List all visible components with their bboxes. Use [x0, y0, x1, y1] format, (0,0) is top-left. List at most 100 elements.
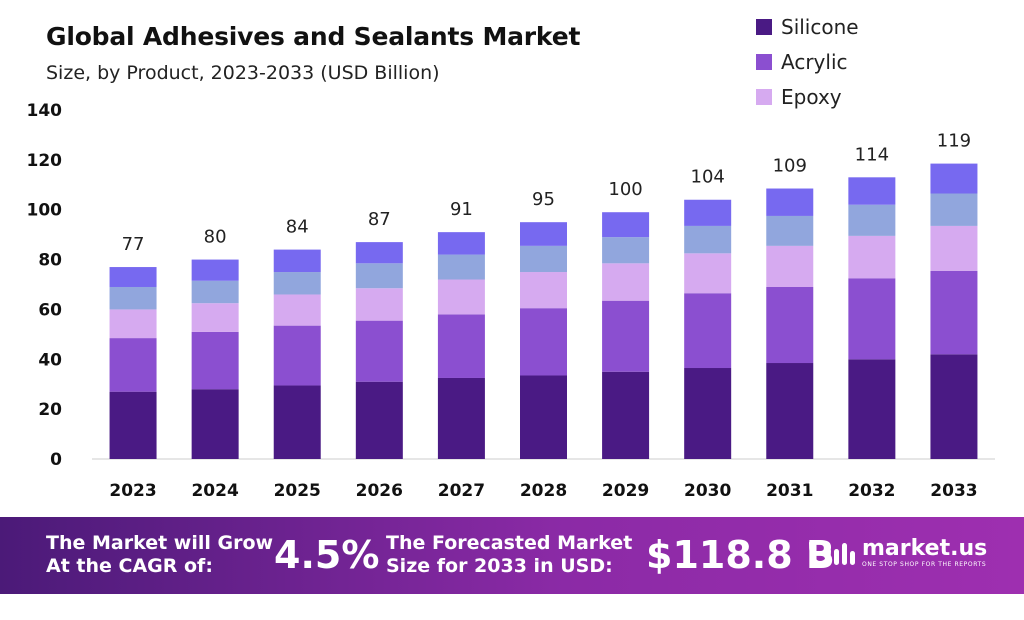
bar-total-label: 95 — [532, 189, 555, 210]
x-tick-label: 2025 — [274, 481, 321, 501]
y-tick-label: 140 — [27, 101, 63, 121]
summary-banner: The Market will Grow At the CAGR of: 4.5… — [0, 517, 1024, 594]
bar-segment-series-4-2033 — [930, 193, 978, 226]
bar-segment-series-4-2023 — [109, 286, 157, 310]
legend-label-epoxy: Epoxy — [781, 84, 842, 109]
bar-total-label: 100 — [608, 179, 642, 200]
bar-segment-epoxy-2033 — [930, 225, 978, 271]
legend-item-silicone: Silicone — [756, 9, 859, 44]
bar-segment-series-5-2029 — [602, 212, 650, 238]
forecast-caption-line1: The Forecasted Market — [386, 532, 633, 554]
bar-segment-acrylic-2030 — [684, 293, 732, 369]
bar-segment-series-4-2030 — [684, 225, 732, 254]
forecast-caption: The Forecasted Market Size for 2033 in U… — [386, 532, 632, 578]
y-tick-label: 80 — [38, 251, 62, 271]
bar-total-label: 119 — [937, 131, 971, 152]
bar-segment-series-4-2027 — [437, 254, 485, 280]
bar-segment-acrylic-2032 — [848, 278, 896, 360]
x-tick-label: 2027 — [438, 481, 485, 501]
bar-segment-acrylic-2029 — [602, 300, 650, 372]
bar-segment-epoxy-2024 — [191, 303, 239, 332]
bar-segment-series-4-2031 — [766, 215, 814, 246]
y-tick-label: 0 — [50, 450, 62, 470]
x-tick-label: 2024 — [191, 481, 238, 501]
bar-segment-silicone-2026 — [355, 381, 403, 459]
brand-name: market.us — [862, 536, 988, 561]
bar-segment-acrylic-2026 — [355, 320, 403, 382]
bar-segment-series-4-2025 — [273, 272, 321, 295]
legend-item-epoxy: Epoxy — [756, 79, 859, 114]
forecast-caption-line2: Size for 2033 in USD: — [386, 555, 613, 577]
bar-segment-epoxy-2028 — [520, 272, 567, 309]
bar-segment-silicone-2033 — [930, 354, 978, 459]
bar-segment-silicone-2025 — [273, 385, 321, 459]
legend-label-silicone: Silicone — [781, 14, 859, 39]
cagr-caption-line1: The Market will Grow — [46, 532, 274, 554]
bar-segment-series-4-2032 — [848, 204, 896, 236]
bar-total-label: 109 — [773, 156, 807, 177]
x-tick-label: 2028 — [520, 481, 567, 501]
stacked-bar-chart: 0 20 40 60 80 100 120 140 77 2023 80 2024 84 2025 87 20… — [27, 101, 995, 501]
x-tick-label: 2023 — [109, 481, 156, 501]
bar-segment-epoxy-2030 — [684, 253, 732, 294]
x-tick-label: 2031 — [766, 481, 813, 501]
legend: Silicone Acrylic Epoxy — [756, 9, 859, 114]
y-tick-label: 100 — [27, 201, 63, 221]
legend-swatch-epoxy — [756, 88, 772, 105]
bar-total-label: 84 — [286, 217, 309, 238]
chart-title: Global Adhesives and Sealants Market — [46, 22, 581, 51]
x-tick-label: 2033 — [930, 481, 977, 501]
cagr-caption: The Market will Grow At the CAGR of: — [46, 532, 273, 578]
legend-swatch-silicone — [756, 18, 772, 35]
bar-segment-acrylic-2028 — [520, 308, 567, 376]
bar-segment-series-5-2025 — [273, 249, 321, 273]
bar-segment-series-4-2029 — [602, 237, 650, 264]
x-tick-label: 2030 — [684, 481, 731, 501]
bar-segment-series-5-2027 — [437, 232, 485, 255]
bar-total-label: 77 — [122, 234, 145, 255]
chart-subtitle: Size, by Product, 2023-2033 (USD Billion… — [46, 62, 440, 84]
bar-segment-series-4-2028 — [520, 245, 567, 273]
y-tick-label: 40 — [38, 350, 62, 370]
y-tick-label: 20 — [38, 400, 62, 420]
bar-segment-epoxy-2026 — [355, 288, 403, 321]
bar-segment-silicone-2023 — [109, 391, 157, 459]
bar-segment-series-5-2030 — [684, 199, 732, 226]
bar-segment-series-5-2031 — [766, 188, 814, 216]
bar-segment-epoxy-2029 — [602, 263, 650, 301]
bar-segment-epoxy-2032 — [848, 235, 896, 279]
bar-segment-epoxy-2025 — [273, 294, 321, 326]
bar-segment-acrylic-2023 — [109, 338, 157, 392]
bar-segment-series-5-2024 — [191, 259, 239, 281]
x-tick-label: 2026 — [356, 481, 403, 501]
brand-tagline: ONE STOP SHOP FOR THE REPORTS — [862, 561, 987, 568]
bar-segment-epoxy-2023 — [109, 309, 157, 339]
bar-segment-series-5-2033 — [930, 163, 978, 194]
legend-swatch-acrylic — [756, 53, 772, 70]
bar-segment-series-4-2024 — [191, 280, 239, 304]
bar-segment-series-5-2023 — [109, 267, 157, 287]
bar-total-label: 104 — [691, 167, 725, 188]
bar-total-label: 114 — [855, 144, 889, 165]
market-us-logo-icon — [809, 541, 855, 566]
bar-segment-acrylic-2024 — [191, 331, 239, 390]
bar-segment-silicone-2028 — [520, 375, 567, 459]
legend-item-acrylic: Acrylic — [756, 44, 859, 79]
bar-total-label: 80 — [204, 227, 227, 248]
bar-segment-silicone-2032 — [848, 359, 896, 459]
bar-segment-acrylic-2027 — [437, 314, 485, 378]
bar-segment-epoxy-2031 — [766, 245, 814, 287]
bar-segment-acrylic-2033 — [930, 270, 978, 355]
bar-segment-silicone-2031 — [766, 363, 814, 459]
legend-label-acrylic: Acrylic — [781, 49, 848, 74]
bar-segment-series-5-2026 — [355, 242, 403, 264]
forecast-value: $118.8 B — [646, 533, 835, 577]
bar-segment-silicone-2027 — [437, 377, 485, 459]
bar-segment-silicone-2024 — [191, 389, 239, 459]
bar-total-label: 91 — [450, 199, 473, 220]
brand-logo: market.us ONE STOP SHOP FOR THE REPORTS — [808, 537, 987, 569]
cagr-caption-line2: At the CAGR of: — [46, 555, 213, 577]
bar-segment-series-4-2026 — [355, 263, 403, 289]
bar-segment-epoxy-2027 — [437, 279, 485, 315]
bar-segment-series-5-2028 — [520, 222, 567, 246]
